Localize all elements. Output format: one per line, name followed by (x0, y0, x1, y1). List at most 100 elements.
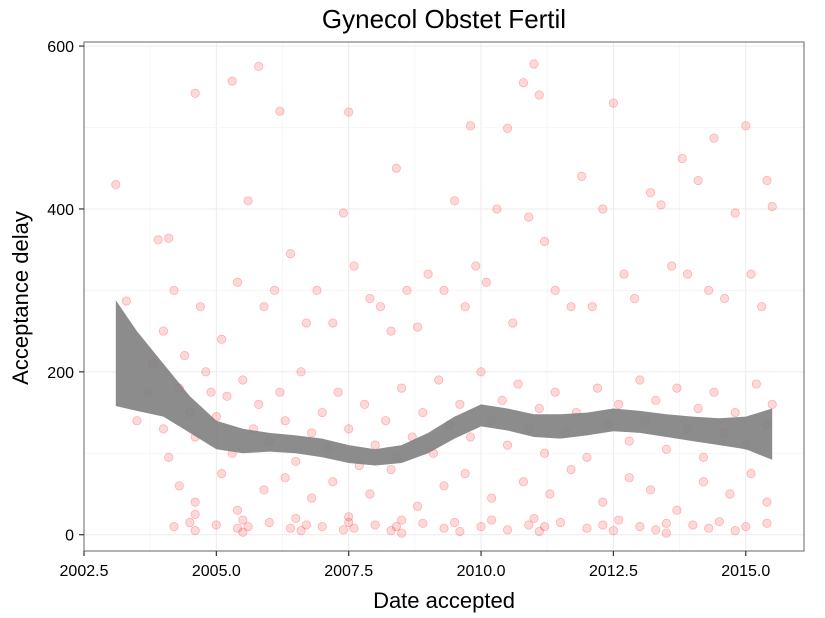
data-point (269, 285, 280, 295)
data-point (508, 318, 518, 328)
data-point (513, 379, 523, 389)
y-tick-label: 200 (47, 365, 74, 382)
data-point (412, 322, 423, 332)
data-point (757, 302, 767, 312)
data-point (412, 501, 423, 511)
chart-title: Gynecol Obstet Fertil (322, 4, 566, 34)
data-point (174, 481, 184, 491)
data-point (317, 521, 327, 532)
data-point (195, 302, 206, 312)
data-point (550, 387, 560, 397)
data-point (153, 235, 163, 245)
data-point (211, 520, 221, 530)
y-tick-label: 600 (47, 39, 74, 56)
data-point (539, 521, 550, 532)
data-point (296, 367, 306, 377)
grid-lines (83, 42, 804, 551)
data-point (730, 407, 740, 418)
data-point (301, 520, 311, 530)
data-point (518, 78, 529, 88)
data-point (328, 477, 338, 487)
data-point (709, 133, 719, 143)
data-point (243, 521, 253, 532)
data-point (555, 517, 566, 528)
data-point (243, 196, 253, 206)
data-point (259, 485, 269, 495)
data-point (275, 387, 285, 397)
data-point (677, 153, 687, 164)
data-point (672, 505, 682, 515)
data-point (386, 526, 396, 536)
x-axis-label: Date accepted (373, 588, 515, 613)
data-point (307, 493, 317, 503)
data-point (629, 293, 640, 304)
data-point (746, 269, 756, 279)
data-point (719, 293, 730, 304)
data-point (539, 448, 550, 458)
data-point (296, 526, 306, 536)
data-point (465, 121, 476, 131)
data-point (227, 76, 237, 86)
data-point (232, 523, 243, 533)
data-point (704, 523, 714, 533)
smooth-band (115, 300, 773, 466)
data-point (391, 163, 401, 173)
data-point (529, 513, 539, 524)
data-point (730, 526, 740, 536)
data-point (333, 387, 343, 397)
data-point (206, 387, 216, 397)
data-point (545, 489, 555, 499)
data-point (460, 469, 470, 479)
data-point (762, 497, 772, 507)
data-point (608, 526, 619, 536)
data-point (656, 200, 666, 210)
data-point (598, 520, 608, 530)
data-point (132, 416, 142, 426)
data-point (497, 395, 507, 405)
data-point (714, 517, 724, 527)
data-point (471, 261, 481, 271)
data-point (434, 375, 444, 385)
data-point (667, 261, 677, 271)
data-point (285, 249, 296, 259)
y-axis-label: Acceptance delay (8, 211, 33, 385)
data-point (238, 515, 248, 525)
data-point (502, 440, 513, 450)
data-point (455, 399, 465, 410)
data-point (624, 473, 634, 483)
data-point (661, 528, 671, 538)
data-point (502, 525, 513, 535)
data-point (222, 391, 232, 401)
data-point (259, 302, 269, 312)
data-point (328, 318, 338, 328)
data-point (698, 477, 709, 487)
data-point (158, 424, 169, 434)
data-point (534, 90, 544, 100)
x-tick-label: 2002.5 (60, 563, 109, 580)
data-point (688, 520, 698, 530)
data-point (635, 521, 645, 532)
y-axis: 0 200 400 600 (47, 39, 84, 545)
data-point (566, 464, 576, 475)
data-point (741, 121, 751, 131)
data-point (529, 59, 539, 69)
data-point (598, 497, 608, 507)
data-point (455, 526, 465, 537)
data-point (344, 517, 354, 528)
data-point (179, 350, 190, 361)
plot-frame (83, 41, 805, 552)
data-point (651, 395, 661, 405)
data-point (566, 302, 576, 312)
data-point (312, 285, 322, 295)
data-point (624, 436, 634, 446)
data-point (704, 285, 714, 295)
data-point (291, 456, 301, 467)
data-point (280, 416, 290, 426)
data-point (317, 407, 327, 418)
data-point (338, 525, 349, 535)
data-point (524, 212, 534, 222)
data-point (386, 326, 396, 336)
data-point (164, 452, 174, 462)
data-point (190, 526, 200, 536)
